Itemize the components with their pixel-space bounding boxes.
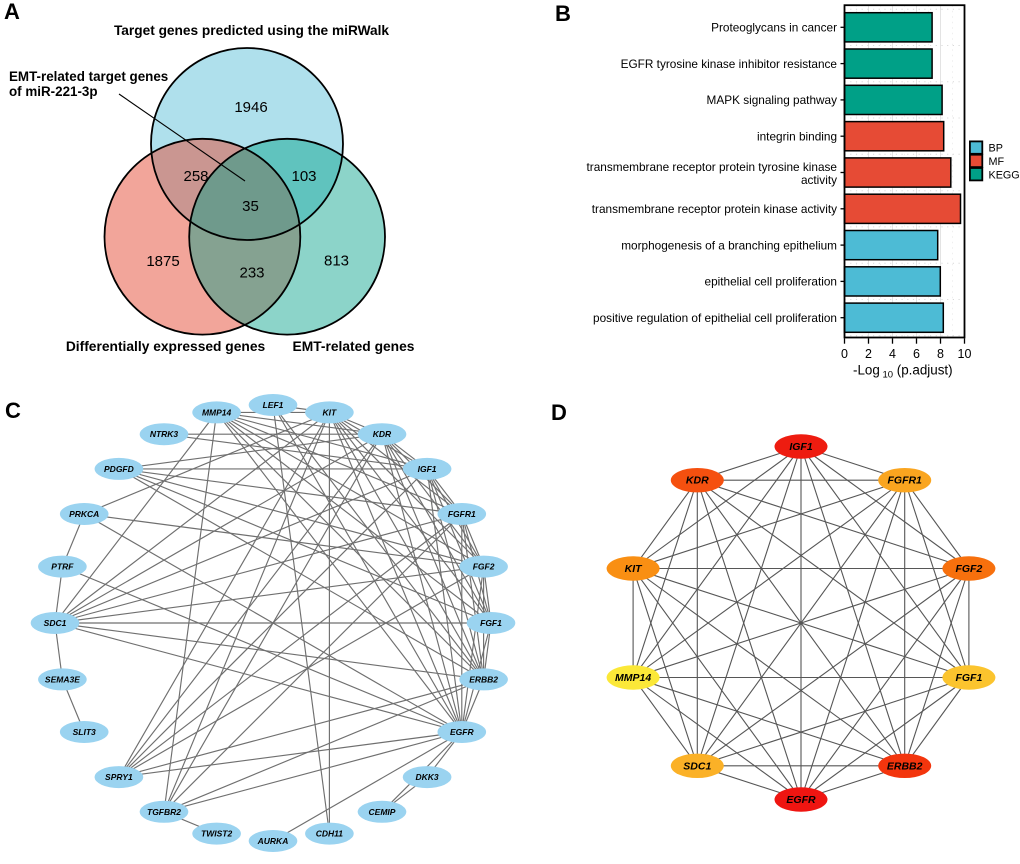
svg-text:Proteoglycans in cancer: Proteoglycans in cancer bbox=[711, 21, 837, 35]
svg-text:FGF2: FGF2 bbox=[955, 563, 982, 575]
svg-text:258: 258 bbox=[183, 168, 208, 185]
svg-text:1946: 1946 bbox=[234, 99, 267, 116]
svg-text:MF: MF bbox=[989, 156, 1005, 168]
svg-text:PTRF: PTRF bbox=[51, 562, 74, 572]
svg-text:EMT-related genes: EMT-related genes bbox=[293, 339, 415, 354]
svg-text:0: 0 bbox=[841, 347, 848, 361]
svg-text:4: 4 bbox=[889, 347, 896, 361]
svg-text:KIT: KIT bbox=[323, 407, 338, 417]
svg-text:ERBB2: ERBB2 bbox=[469, 674, 498, 684]
svg-text:10: 10 bbox=[958, 347, 972, 361]
svg-text:EGFR tyrosine kinase inhibitor: EGFR tyrosine kinase inhibitor resistanc… bbox=[621, 57, 838, 71]
svg-text:SDC1: SDC1 bbox=[44, 618, 67, 628]
svg-text:TWIST2: TWIST2 bbox=[201, 829, 232, 839]
svg-text:FGFR1: FGFR1 bbox=[887, 475, 922, 487]
svg-text:1875: 1875 bbox=[146, 253, 179, 270]
svg-text:CEMIP: CEMIP bbox=[369, 807, 396, 817]
svg-text:FGF1: FGF1 bbox=[955, 672, 982, 684]
svg-text:DKK3: DKK3 bbox=[416, 772, 439, 782]
svg-text:813: 813 bbox=[324, 253, 349, 270]
svg-text:KDR: KDR bbox=[373, 429, 392, 439]
svg-text:epithelial cell proliferation: epithelial cell proliferation bbox=[705, 275, 837, 289]
svg-text:SPRY1: SPRY1 bbox=[105, 772, 133, 782]
svg-text:B: B bbox=[555, 1, 571, 26]
svg-text:2: 2 bbox=[865, 347, 872, 361]
svg-text:morphogenesis of a branching e: morphogenesis of a branching epithelium bbox=[621, 238, 837, 252]
svg-text:BP: BP bbox=[989, 143, 1003, 155]
svg-text:AURKA: AURKA bbox=[257, 836, 289, 846]
svg-text:233: 233 bbox=[239, 265, 264, 282]
svg-text:6: 6 bbox=[913, 347, 920, 361]
svg-text:EGFR: EGFR bbox=[786, 794, 816, 806]
svg-text:FGF1: FGF1 bbox=[480, 618, 502, 628]
svg-text:A: A bbox=[4, 0, 20, 24]
svg-text:of miR-221-3p: of miR-221-3p bbox=[9, 84, 98, 99]
svg-text:D: D bbox=[551, 400, 567, 425]
svg-text:103: 103 bbox=[291, 168, 316, 185]
svg-text:activity: activity bbox=[801, 173, 837, 187]
svg-text:integrin binding: integrin binding bbox=[757, 129, 837, 143]
svg-text:transmembrane receptor protein: transmembrane receptor protein kinase ac… bbox=[592, 202, 837, 216]
svg-text:Differentially expressed genes: Differentially expressed genes bbox=[66, 339, 266, 354]
svg-text:8: 8 bbox=[937, 347, 944, 361]
svg-text:transmembrane receptor protein: transmembrane receptor protein tyrosine … bbox=[587, 160, 838, 174]
svg-text:FGF2: FGF2 bbox=[473, 562, 495, 572]
svg-text:KDR: KDR bbox=[686, 475, 709, 487]
svg-text:EMT-related target genes: EMT-related target genes bbox=[9, 69, 168, 84]
svg-text:CDH11: CDH11 bbox=[316, 829, 344, 839]
svg-text:Target genes predicted using t: Target genes predicted using the miRWalk bbox=[114, 23, 389, 38]
svg-text:NTRK3: NTRK3 bbox=[150, 429, 179, 439]
svg-text:PDGFD: PDGFD bbox=[104, 464, 134, 474]
svg-text:KIT: KIT bbox=[625, 563, 644, 575]
svg-text:EGFR: EGFR bbox=[450, 727, 474, 737]
svg-text:MAPK signaling pathway: MAPK signaling pathway bbox=[707, 93, 838, 107]
svg-text:MMP14: MMP14 bbox=[202, 407, 232, 417]
svg-text:SDC1: SDC1 bbox=[683, 760, 711, 772]
svg-text:ERBB2: ERBB2 bbox=[887, 760, 923, 772]
svg-text:KEGG: KEGG bbox=[989, 169, 1020, 181]
svg-text:IGF1: IGF1 bbox=[789, 441, 812, 453]
svg-text:35: 35 bbox=[242, 198, 259, 215]
svg-text:TGFBR2: TGFBR2 bbox=[147, 807, 181, 817]
svg-text:SEMA3E: SEMA3E bbox=[45, 674, 80, 684]
svg-text:-Log 10 (p.adjust): -Log 10 (p.adjust) bbox=[853, 362, 953, 380]
svg-text:positive regulation of epithel: positive regulation of epithelial cell p… bbox=[593, 311, 837, 325]
svg-text:FGFR1: FGFR1 bbox=[448, 509, 476, 519]
svg-text:LEF1: LEF1 bbox=[263, 400, 284, 410]
svg-text:IGF1: IGF1 bbox=[418, 464, 437, 474]
svg-text:MMP14: MMP14 bbox=[615, 672, 651, 684]
svg-text:SLIT3: SLIT3 bbox=[73, 727, 96, 737]
svg-text:PRKCA: PRKCA bbox=[69, 509, 99, 519]
svg-text:C: C bbox=[5, 398, 21, 423]
